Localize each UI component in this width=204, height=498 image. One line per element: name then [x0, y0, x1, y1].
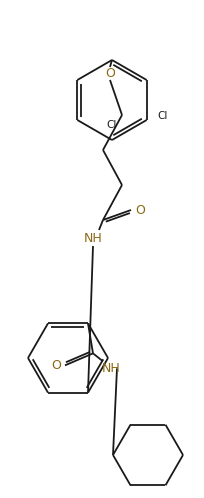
Text: NH: NH [83, 232, 102, 245]
Text: O: O [104, 67, 114, 80]
Text: O: O [134, 204, 144, 217]
Text: Cl: Cl [157, 111, 167, 121]
Text: Cl: Cl [106, 120, 117, 130]
Text: NH: NH [101, 362, 120, 375]
Text: O: O [51, 359, 61, 372]
